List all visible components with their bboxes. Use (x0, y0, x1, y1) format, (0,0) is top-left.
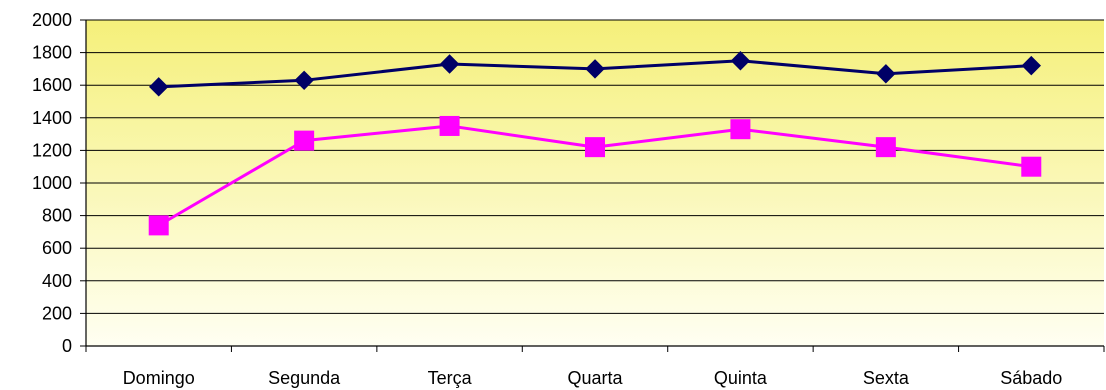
data-point (585, 137, 605, 158)
x-tick-label: Sexta (863, 368, 910, 388)
data-point (1021, 55, 1041, 76)
y-tick-label: 400 (42, 271, 72, 291)
axes (80, 19, 1105, 352)
series-group (148, 51, 1042, 236)
y-tick-label: 2000 (32, 10, 72, 30)
series-2 (148, 115, 1042, 236)
data-point (294, 70, 314, 91)
x-tick-label: Terça (428, 368, 473, 388)
data-point (148, 215, 169, 236)
data-point (439, 115, 460, 136)
data-point (875, 137, 896, 158)
x-tick-label: Quarta (567, 368, 623, 388)
data-point (1021, 156, 1042, 177)
data-point (730, 51, 751, 71)
x-tick-label: Sábado (1000, 368, 1062, 388)
y-tick-label: 0 (62, 336, 72, 356)
y-tick-label: 1600 (32, 75, 72, 95)
series-1 (149, 51, 1041, 97)
data-point (149, 77, 169, 97)
data-point (585, 59, 605, 79)
y-axis-tick-labels: 0 200 400 600 800 1000 1200 1400 1600 1800 2000 (32, 10, 72, 356)
data-point (439, 54, 460, 74)
x-axis-tick-labels: Domingo Segunda Terça Quarta Quinta Sexta Sába… (123, 368, 1063, 388)
y-tick-label: 800 (42, 206, 72, 226)
y-tick-label: 600 (42, 238, 72, 258)
y-tick-label: 1800 (32, 43, 72, 63)
data-point (876, 64, 896, 84)
y-tick-label: 200 (42, 303, 72, 323)
y-tick-label: 1200 (32, 140, 72, 160)
data-point (730, 119, 751, 140)
x-tick-label: Domingo (123, 368, 195, 388)
y-tick-label: 1000 (32, 173, 72, 193)
x-tick-label: Segunda (268, 368, 341, 388)
y-tick-label: 1400 (32, 108, 72, 128)
x-tick-label: Quinta (714, 368, 768, 388)
data-point (294, 130, 315, 151)
